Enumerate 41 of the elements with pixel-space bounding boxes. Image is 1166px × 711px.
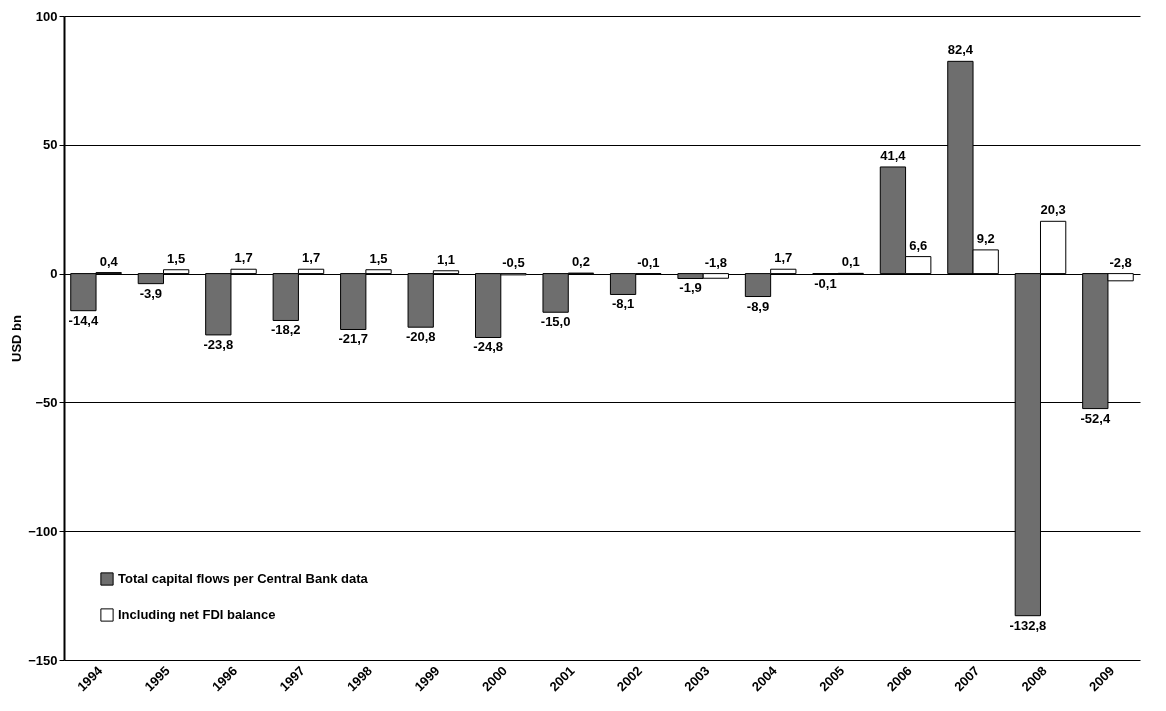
data-label: -8,9 [746, 298, 770, 314]
legend-label: Total capital flows per Central Bank data [118, 571, 369, 586]
data-label: -15,0 [540, 314, 571, 330]
data-label: -2,8 [1109, 254, 1132, 270]
data-label: 1,5 [369, 250, 388, 266]
data-label: 9,2 [976, 230, 995, 246]
data-label: -23,8 [203, 336, 234, 352]
y-tick-label: 50 [43, 137, 58, 153]
data-label: 41,4 [880, 147, 907, 163]
data-label: -8,1 [611, 296, 635, 312]
data-label: -20,8 [405, 329, 436, 345]
data-label: -0,1 [814, 275, 837, 291]
data-label: 1,5 [167, 250, 186, 266]
data-label: 0,2 [571, 254, 590, 270]
data-label: -0,1 [637, 254, 660, 270]
y-tick-label: 100 [35, 8, 58, 24]
legend-label: Including net FDI balance [118, 607, 276, 622]
data-label: -14,4 [68, 312, 99, 328]
y-tick-label: −50 [35, 394, 58, 410]
data-label: -132,8 [1009, 617, 1047, 633]
data-label: -1,8 [704, 254, 728, 270]
data-label: -1,9 [679, 280, 702, 296]
data-label: 6,6 [909, 237, 928, 253]
data-label: -18,2 [270, 322, 301, 338]
data-label: 1,7 [302, 250, 321, 266]
data-label: 1,7 [234, 250, 253, 266]
data-label: -24,8 [473, 339, 503, 355]
data-label: 20,3 [1040, 202, 1066, 218]
data-label: 82,4 [947, 42, 974, 58]
data-label: -21,7 [338, 331, 369, 347]
data-label: -3,9 [139, 285, 163, 301]
data-label: 1,7 [774, 250, 793, 266]
data-label: 1,1 [436, 251, 456, 267]
data-label: 0,4 [99, 253, 119, 269]
y-tick-label: −150 [28, 652, 58, 668]
data-label: -52,4 [1080, 410, 1111, 426]
y-axis-title: USD bn [9, 314, 25, 362]
y-tick-label: −100 [28, 523, 58, 539]
data-label: 0,1 [841, 254, 860, 270]
data-label: -0,5 [502, 254, 525, 270]
y-tick-label: 0 [50, 266, 58, 282]
